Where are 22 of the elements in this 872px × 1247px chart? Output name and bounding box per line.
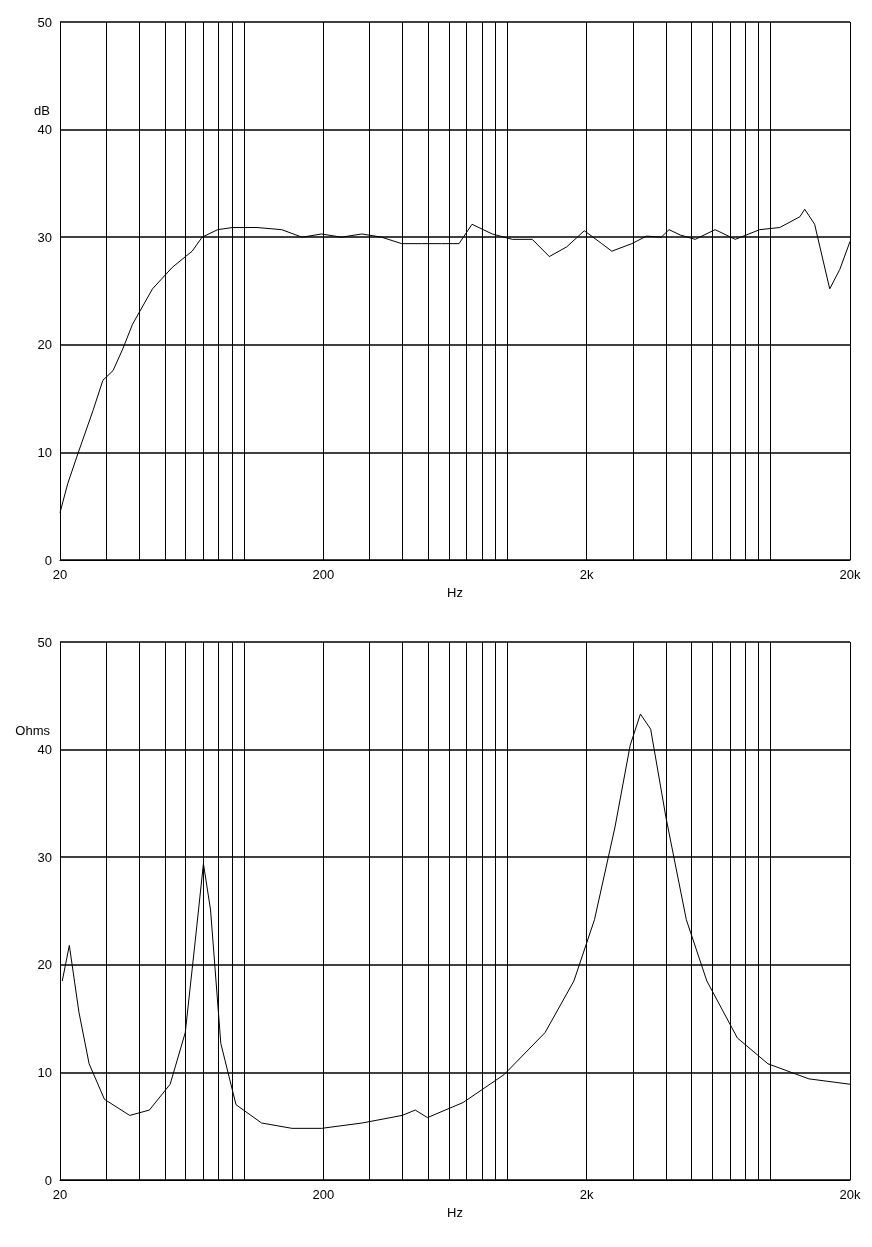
y-tick-label: 20 xyxy=(37,957,52,973)
y-tick-label: 0 xyxy=(44,1172,52,1188)
x-tick-label: 2k xyxy=(579,1187,595,1202)
y-tick-label: 20 xyxy=(37,337,52,353)
y-axis-title: dB xyxy=(34,103,50,118)
y-tick-label: 40 xyxy=(37,742,52,758)
y-tick-label: 0 xyxy=(44,552,52,568)
y-tick-label: 50 xyxy=(37,14,52,30)
y-tick-label: 50 xyxy=(37,634,52,650)
y-tick-label: 30 xyxy=(37,229,52,245)
x-tick-label: 20k xyxy=(839,1187,861,1202)
y-axis-title: Ohms xyxy=(15,723,51,738)
y-tick-label: 10 xyxy=(37,444,52,460)
x-tick-label: 20k xyxy=(839,567,861,582)
x-axis-title: Hz xyxy=(447,584,463,600)
x-axis-title: Hz xyxy=(447,1204,463,1220)
y-tick-label: 30 xyxy=(37,849,52,865)
y-tick-label: 10 xyxy=(37,1064,52,1080)
x-tick-label: 200 xyxy=(312,567,335,582)
y-tick-label: 40 xyxy=(37,122,52,138)
x-tick-label: 200 xyxy=(312,1187,335,1202)
x-tick-label: 2k xyxy=(579,567,595,582)
